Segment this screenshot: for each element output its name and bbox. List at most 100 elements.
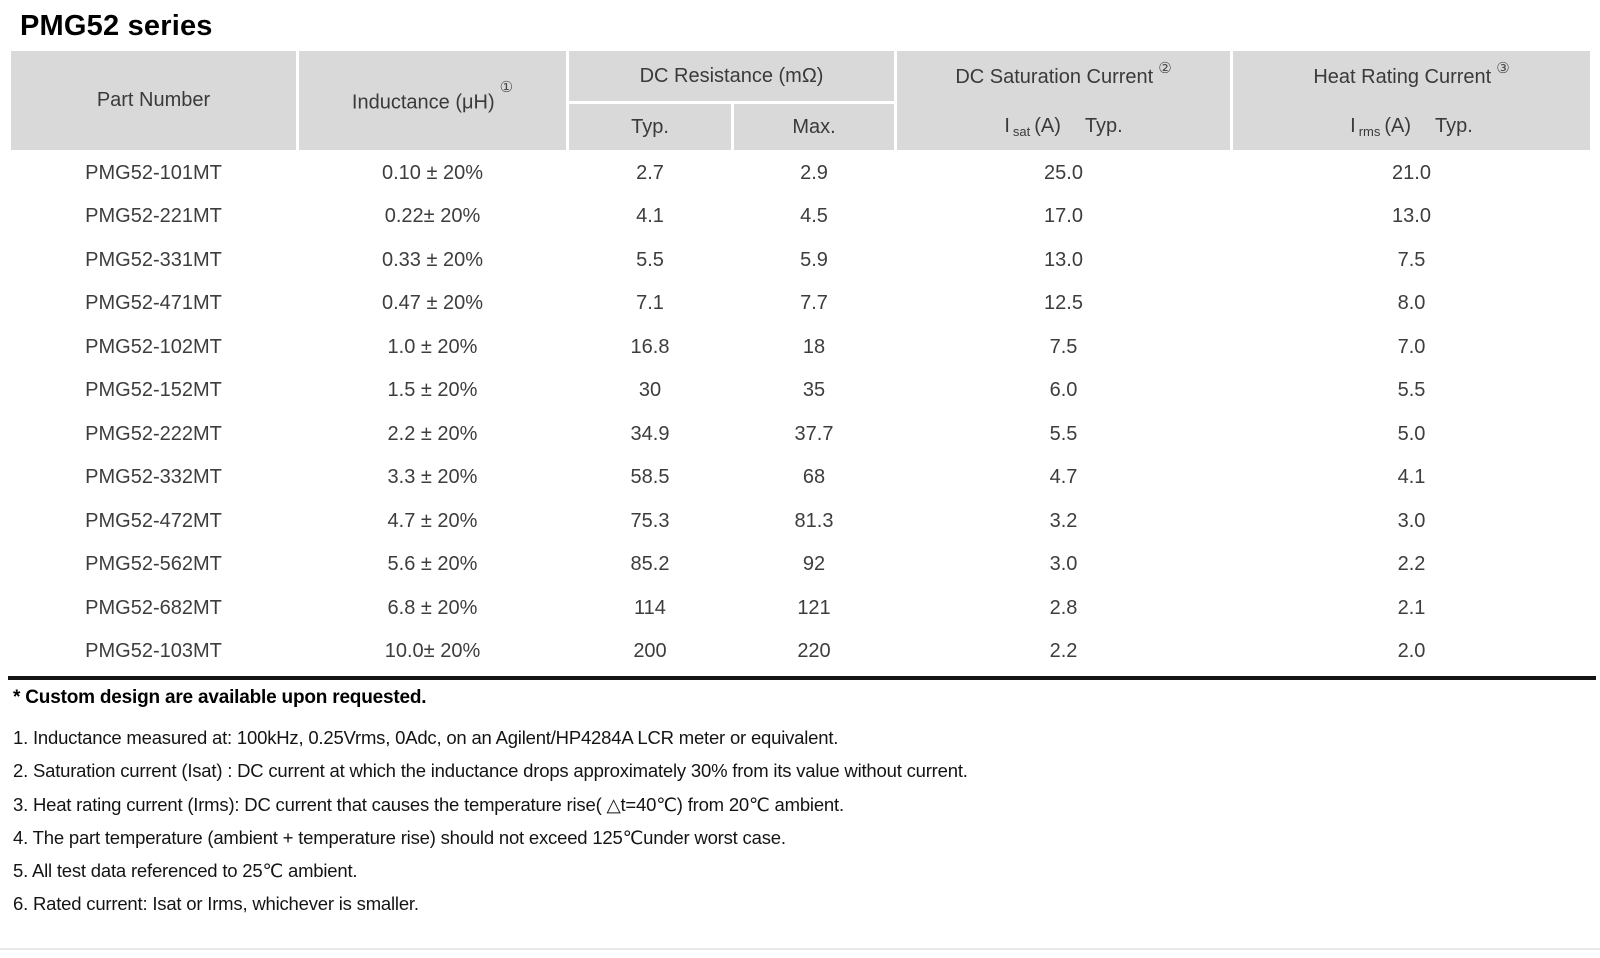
cell-dcr-typ: 75.3 — [569, 501, 731, 542]
cell-isat: 5.5 — [897, 414, 1230, 455]
cell-isat: 7.5 — [897, 327, 1230, 368]
cell-dcr-typ: 200 — [569, 631, 731, 672]
cell-irms: 5.0 — [1233, 414, 1590, 455]
cell-part-number: PMG52-101MT — [11, 153, 296, 194]
cell-irms: 5.5 — [1233, 370, 1590, 411]
table-row: PMG52-471MT 0.47 ± 20% 7.1 7.7 12.5 8.0 — [11, 283, 1590, 324]
cell-inductance: 6.8 ± 20% — [299, 588, 566, 629]
cell-dcr-max: 68 — [734, 457, 894, 498]
cell-irms: 21.0 — [1233, 153, 1590, 194]
cell-isat: 6.0 — [897, 370, 1230, 411]
isat-subscript: sat — [1012, 124, 1031, 139]
cell-part-number: PMG52-152MT — [11, 370, 296, 411]
cell-part-number: PMG52-562MT — [11, 544, 296, 585]
page-title: PMG52 series — [20, 10, 213, 42]
cell-isat: 12.5 — [897, 283, 1230, 324]
table-row: PMG52-152MT 1.5 ± 20% 30 35 6.0 5.5 — [11, 370, 1590, 411]
note-4: 4. The part temperature (ambient + tempe… — [13, 826, 786, 848]
col-header-part-number: Part Number — [11, 51, 296, 150]
page-bottom-edge — [0, 948, 1600, 950]
cell-dcr-max: 92 — [734, 544, 894, 585]
note-6: 6. Rated current: Isat or Irms, whicheve… — [13, 893, 419, 915]
cell-isat: 2.2 — [897, 631, 1230, 672]
cell-irms: 3.0 — [1233, 501, 1590, 542]
cell-part-number: PMG52-682MT — [11, 588, 296, 629]
dc-saturation-label: DC Saturation Current — [955, 65, 1154, 88]
cell-inductance: 1.5 ± 20% — [299, 370, 566, 411]
cell-inductance: 3.3 ± 20% — [299, 457, 566, 498]
cell-dcr-typ: 114 — [569, 588, 731, 629]
dc-saturation-title: DC Saturation Current ② — [897, 51, 1230, 103]
cell-irms: 4.1 — [1233, 457, 1590, 498]
subheader-max: Max. — [734, 104, 894, 150]
cell-dcr-typ: 85.2 — [569, 544, 731, 585]
cell-dcr-max: 2.9 — [734, 153, 894, 194]
isat-symbol: I — [1004, 115, 1010, 137]
cell-dcr-typ: 4.1 — [569, 196, 731, 237]
cell-part-number: PMG52-222MT — [11, 414, 296, 455]
cell-dcr-typ: 16.8 — [569, 327, 731, 368]
table-row: PMG52-221MT 0.22± 20% 4.1 4.5 17.0 13.0 — [11, 196, 1590, 237]
cell-dcr-max: 5.9 — [734, 240, 894, 281]
cell-irms: 2.2 — [1233, 544, 1590, 585]
cell-irms: 8.0 — [1233, 283, 1590, 324]
cell-inductance: 5.6 ± 20% — [299, 544, 566, 585]
cell-dcr-max: 37.7 — [734, 414, 894, 455]
cell-dcr-typ: 34.9 — [569, 414, 731, 455]
spec-table: Part Number Inductance (μH)① DC Resistan… — [8, 48, 1593, 675]
cell-inductance: 0.10 ± 20% — [299, 153, 566, 194]
cell-dcr-max: 35 — [734, 370, 894, 411]
notes-section: * Custom design are available upon reque… — [13, 686, 1513, 921]
cell-isat: 13.0 — [897, 240, 1230, 281]
table-bottom-rule — [8, 676, 1596, 680]
table-row: PMG52-562MT 5.6 ± 20% 85.2 92 3.0 2.2 — [11, 544, 1590, 585]
irms-unit: (A) — [1384, 115, 1412, 137]
cell-isat: 4.7 — [897, 457, 1230, 498]
cell-isat: 25.0 — [897, 153, 1230, 194]
cell-dcr-typ: 7.1 — [569, 283, 731, 324]
cell-dcr-max: 220 — [734, 631, 894, 672]
cell-dcr-typ: 2.7 — [569, 153, 731, 194]
cell-inductance: 4.7 ± 20% — [299, 501, 566, 542]
cell-dcr-max: 7.7 — [734, 283, 894, 324]
header-row-2: Typ. Max. — [11, 104, 1590, 150]
cell-part-number: PMG52-102MT — [11, 327, 296, 368]
table-row: PMG52-331MT 0.33 ± 20% 5.5 5.9 13.0 7.5 — [11, 240, 1590, 281]
cell-part-number: PMG52-103MT — [11, 631, 296, 672]
cell-dcr-typ: 5.5 — [569, 240, 731, 281]
note-ref-2-icon: ② — [1158, 60, 1172, 77]
cell-inductance: 0.47 ± 20% — [299, 283, 566, 324]
irms-symbol: I — [1350, 115, 1356, 137]
header-row-1: Part Number Inductance (μH)① DC Resistan… — [11, 51, 1590, 150]
cell-dcr-max: 121 — [734, 588, 894, 629]
cell-part-number: PMG52-331MT — [11, 240, 296, 281]
cell-irms: 7.0 — [1233, 327, 1590, 368]
cell-inductance: 1.0 ± 20% — [299, 327, 566, 368]
table-row: PMG52-682MT 6.8 ± 20% 114 121 2.8 2.1 — [11, 588, 1590, 629]
cell-isat: 3.0 — [897, 544, 1230, 585]
table-row: PMG52-222MT 2.2 ± 20% 34.9 37.7 5.5 5.0 — [11, 414, 1590, 455]
custom-design-note: * Custom design are available upon reque… — [13, 687, 427, 708]
irms-subscript: rms — [1358, 124, 1381, 139]
isat-unit: (A) — [1034, 115, 1061, 137]
cell-dcr-max: 81.3 — [734, 501, 894, 542]
heat-rating-title: Heat Rating Current ③ — [1233, 51, 1590, 103]
note-2: 2. Saturation current (Isat) : DC curren… — [13, 760, 968, 782]
cell-part-number: PMG52-472MT — [11, 501, 296, 542]
subheader-typ: Typ. — [569, 104, 731, 150]
table-row: PMG52-103MT 10.0± 20% 200 220 2.2 2.0 — [11, 631, 1590, 672]
cell-irms: 7.5 — [1233, 240, 1590, 281]
cell-isat: 17.0 — [897, 196, 1230, 237]
cell-irms: 2.0 — [1233, 631, 1590, 672]
cell-dcr-max: 18 — [734, 327, 894, 368]
cell-inductance: 2.2 ± 20% — [299, 414, 566, 455]
table-row: PMG52-332MT 3.3 ± 20% 58.5 68 4.7 4.1 — [11, 457, 1590, 498]
cell-irms: 13.0 — [1233, 196, 1590, 237]
cell-part-number: PMG52-332MT — [11, 457, 296, 498]
cell-inductance: 0.33 ± 20% — [299, 240, 566, 281]
irms-typ-label: Typ. — [1435, 115, 1473, 137]
note-ref-1-icon: ① — [499, 78, 514, 96]
